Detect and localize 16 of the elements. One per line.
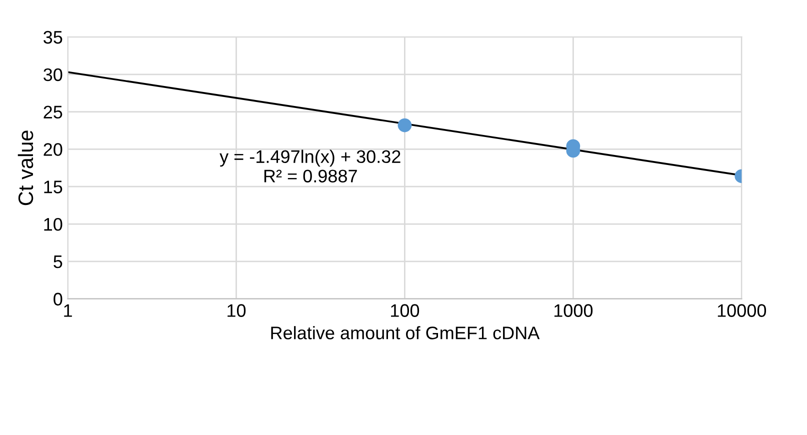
- y-tick-label: 30: [44, 68, 62, 82]
- y-tick-label: 20: [44, 143, 62, 156]
- y-tick-label: 25: [44, 106, 62, 119]
- x-tick-label: 10: [228, 304, 246, 317]
- y-tick-label: 15: [44, 180, 62, 194]
- y-tick-label: 35: [44, 30, 62, 44]
- y-tick-label: 0: [54, 292, 62, 306]
- y-tick-label: 5: [54, 256, 62, 268]
- y-axis-title: Ct value: [18, 130, 34, 206]
- x-tick-label: 1: [64, 304, 72, 317]
- x-axis-title: Relative amount of GmEF1 cDNA: [271, 326, 540, 340]
- annotation: y = -1.497ln(x) + 30.32 R² = 0.9887: [220, 150, 400, 182]
- x-tick-label: 100: [391, 304, 420, 317]
- x-tick-label: 1000: [554, 304, 593, 317]
- x-tick-label: 10000: [718, 304, 766, 317]
- y-tick-label: 10: [44, 218, 62, 231]
